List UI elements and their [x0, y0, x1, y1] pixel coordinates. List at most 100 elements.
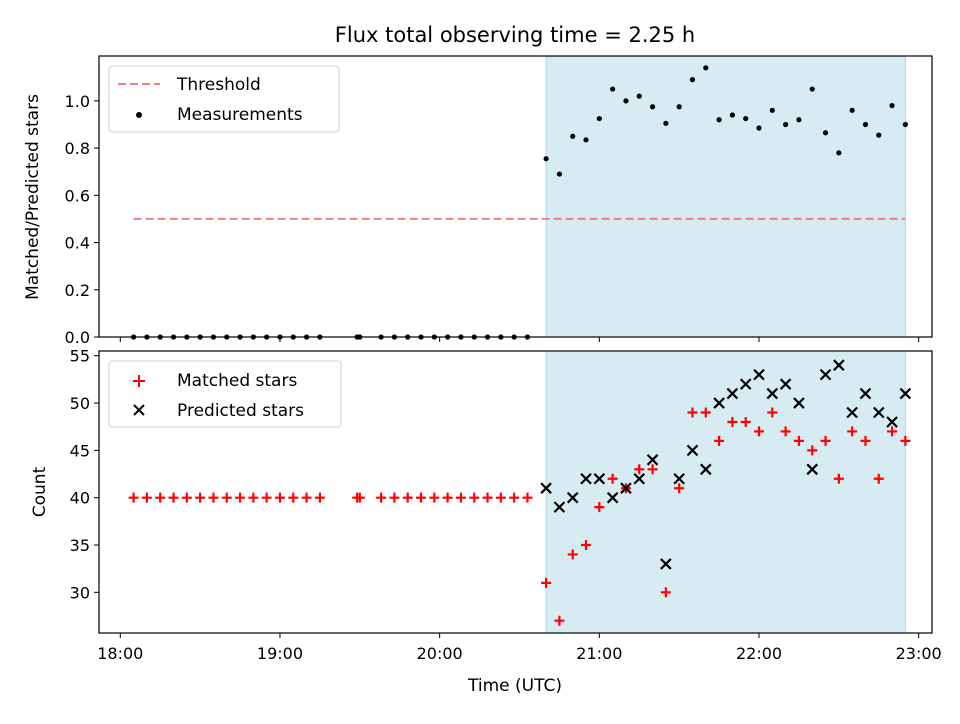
matched-star-point	[221, 492, 232, 503]
predicted-star-point	[540, 482, 552, 494]
measurement-point	[556, 171, 563, 177]
matched-star-point	[155, 492, 166, 503]
measurement-point	[610, 86, 616, 92]
bottom-legend: Matched stars Predicted stars	[108, 360, 342, 428]
bottom-y-tick-label: 50	[70, 394, 90, 413]
matched-star-point	[469, 492, 480, 503]
measurements-legend-marker	[136, 112, 142, 118]
matched-star-point	[567, 549, 578, 560]
measurement-point	[636, 93, 642, 99]
bottom-y-ticks: 30 35 40 45 50 55	[70, 347, 99, 602]
matched-star-point	[376, 492, 387, 503]
top-legend: Threshold Measurements	[108, 65, 340, 133]
matched-star-point	[740, 416, 751, 427]
matched-legend-label: Matched stars	[177, 371, 297, 391]
matched-star-point	[873, 473, 884, 484]
predicted-star-point	[566, 491, 579, 504]
matched-star-point	[541, 577, 552, 588]
top-axes-frame	[98, 55, 933, 338]
bottom-legend-box	[108, 360, 342, 428]
chart-title: Flux total observing time = 2.25 h	[335, 23, 695, 47]
predicted-star-point	[833, 359, 845, 371]
predicted-star-point	[686, 444, 699, 457]
matched-star-point	[674, 483, 685, 494]
bottom-y-tick-label: 55	[70, 347, 90, 366]
predicted-star-point	[793, 397, 805, 409]
measurement-point	[716, 117, 722, 123]
measurement-point	[703, 65, 709, 71]
measurement-point	[729, 112, 735, 118]
top-y-tick-label: 0.0	[65, 328, 90, 347]
predicted-star-point	[633, 472, 646, 485]
top-legend-box	[108, 65, 340, 133]
matched-star-point	[554, 615, 565, 626]
matched-star-point	[389, 492, 400, 503]
measurement-point	[849, 107, 855, 113]
predicted-star-point	[766, 387, 779, 400]
matched-star-point	[416, 492, 427, 503]
predicted-star-point	[673, 472, 685, 485]
matched-star-point	[660, 587, 671, 598]
bottom-axes-frame	[98, 350, 933, 634]
matched-star-point	[807, 445, 818, 456]
matched-star-point	[687, 407, 698, 418]
top-y-tick-label: 1.0	[65, 92, 90, 111]
bottom-x-tick-label: 20:00	[417, 644, 463, 663]
predicted-star-point	[660, 558, 672, 570]
matched-stars-points	[128, 407, 911, 626]
measurement-point	[743, 115, 749, 122]
matched-star-point	[181, 492, 192, 503]
threshold-legend-label: Threshold	[176, 75, 261, 95]
measurement-point	[836, 150, 842, 156]
measurement-point	[596, 115, 602, 122]
matched-star-point	[261, 492, 272, 503]
matched-star-point	[900, 435, 911, 446]
predicted-star-point	[606, 491, 619, 504]
matched-star-point	[581, 539, 592, 550]
bottom-y-tick-label: 45	[70, 441, 90, 460]
top-shaded-region	[545, 55, 906, 338]
measurement-point	[889, 102, 895, 109]
bottom-shaded-region	[545, 350, 906, 634]
matched-star-point	[607, 473, 618, 484]
predicted-star-point	[739, 378, 752, 390]
bottom-y-axis-label: Count	[30, 466, 50, 517]
matched-star-point	[714, 435, 725, 446]
measurement-point	[583, 137, 589, 143]
predicted-star-point	[779, 378, 792, 390]
bottom-x-tick-label: 19:00	[257, 644, 303, 663]
measurement-point	[769, 107, 775, 113]
measurement-point	[543, 156, 549, 162]
predicted-star-point	[553, 501, 566, 513]
measurement-point	[676, 104, 682, 110]
top-y-tick-label: 0.2	[65, 281, 90, 300]
matched-legend-marker	[133, 375, 145, 387]
measurement-point	[902, 121, 908, 128]
measurement-point	[570, 133, 576, 139]
matched-star-point	[833, 473, 844, 484]
top-y-tick-label: 0.8	[65, 139, 90, 158]
predicted-star-point	[846, 406, 858, 419]
predicted-legend-marker	[133, 404, 145, 416]
measurement-point	[783, 121, 789, 128]
measurement-point	[663, 120, 669, 126]
matched-star-point	[700, 407, 711, 418]
predicted-star-point	[886, 416, 898, 428]
predicted-legend-label: Predicted stars	[177, 401, 304, 421]
predicted-star-point	[620, 482, 632, 494]
top-panel: 0.0 0.2 0.4 0.6 0.8 1.0 Matched/Predicted sta…	[23, 55, 933, 347]
bottom-x-tick-label: 23:00	[896, 644, 942, 663]
matched-star-point	[887, 426, 898, 437]
measurement-point	[689, 77, 696, 83]
top-y-tick-label: 0.4	[65, 234, 90, 253]
x-axis-label: Time (UTC)	[467, 676, 562, 696]
matched-star-point	[727, 416, 738, 427]
measurement-point	[809, 86, 815, 92]
matched-star-point	[455, 492, 466, 503]
matched-star-point	[647, 464, 658, 475]
bottom-x-tick-label: 21:00	[576, 644, 622, 663]
matched-star-point	[482, 492, 493, 503]
measurement-point	[862, 121, 869, 128]
matched-star-point	[429, 492, 440, 503]
matched-star-point	[248, 492, 259, 503]
